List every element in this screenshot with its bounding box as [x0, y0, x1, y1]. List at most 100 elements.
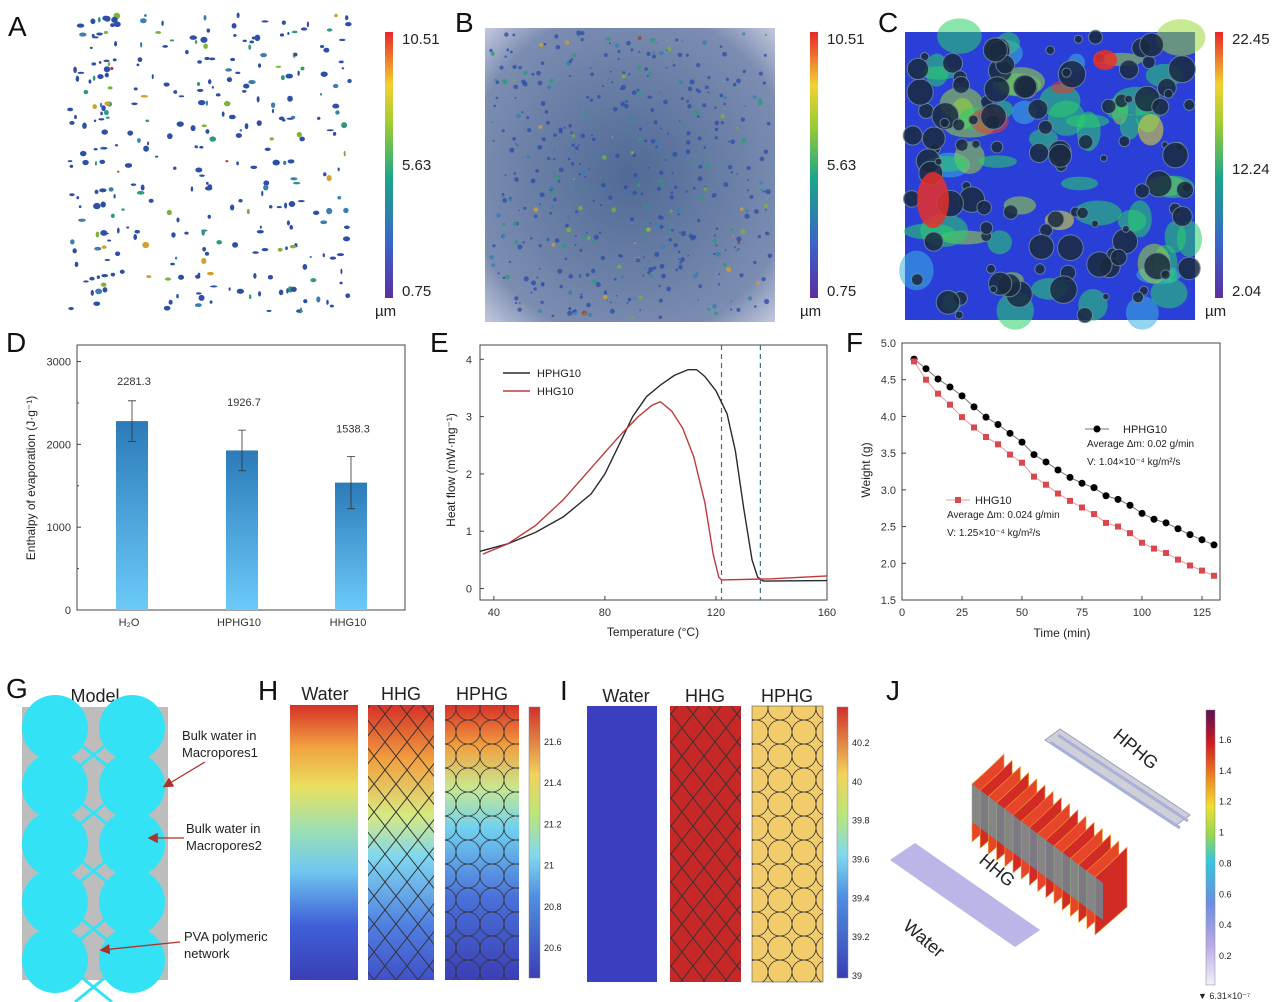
pore	[696, 115, 700, 118]
pore	[539, 192, 545, 198]
pore	[589, 98, 593, 102]
error-bar	[347, 456, 355, 510]
data-point	[1079, 504, 1085, 511]
pore	[194, 40, 198, 44]
pore	[549, 211, 552, 215]
pore	[625, 100, 628, 103]
pore	[648, 273, 653, 277]
pore	[725, 77, 729, 82]
pore	[730, 227, 734, 231]
data-point	[1042, 458, 1050, 466]
x-tick-label: 80	[599, 607, 611, 619]
pore	[707, 76, 711, 80]
pore	[553, 158, 556, 161]
pore	[658, 315, 663, 320]
pore	[714, 120, 720, 126]
colorbar-mid: 12.24	[1232, 161, 1270, 178]
pore	[648, 259, 651, 262]
colorbar-tick: 40	[852, 777, 862, 787]
pore	[650, 138, 656, 144]
data-point	[1127, 530, 1133, 537]
data-point	[934, 375, 942, 383]
pore	[530, 178, 536, 184]
colorbar-tick: 1.4	[1219, 766, 1232, 776]
pore	[620, 275, 625, 279]
pore	[698, 195, 704, 201]
pore	[715, 244, 718, 247]
pore	[730, 300, 733, 303]
pore	[163, 305, 171, 311]
hphg-ridges	[1049, 733, 1189, 830]
pore	[592, 239, 596, 244]
pore	[113, 194, 116, 199]
pore	[623, 97, 626, 101]
pore	[254, 34, 261, 42]
pore	[540, 61, 545, 65]
pore	[670, 191, 674, 194]
pore	[1151, 97, 1170, 116]
pore	[207, 214, 211, 219]
pore	[501, 192, 505, 196]
pore	[573, 311, 577, 315]
pore	[614, 43, 620, 48]
pore	[580, 37, 584, 42]
pore	[1037, 119, 1053, 135]
pore	[584, 175, 587, 178]
pore	[221, 111, 225, 117]
x-tick-label: 125	[1193, 607, 1211, 619]
pore	[345, 293, 351, 299]
panel-label-j: J	[886, 675, 900, 706]
pore	[136, 63, 140, 67]
pore	[546, 238, 550, 241]
pore	[189, 35, 197, 40]
pore	[737, 241, 741, 245]
pore	[678, 258, 680, 261]
y-axis-label: Heat flow (mW·mg⁻¹)	[444, 413, 458, 527]
data-point	[959, 414, 965, 421]
pore	[260, 52, 267, 58]
pore	[538, 125, 543, 129]
pore	[906, 78, 934, 106]
y-tick-label: 4.5	[881, 375, 896, 387]
pore	[76, 196, 80, 200]
pore	[79, 32, 87, 37]
data-point	[1175, 556, 1181, 563]
colorbar-j	[1205, 709, 1216, 986]
panel-label-i: I	[560, 675, 568, 706]
pore	[526, 116, 530, 120]
pore	[677, 52, 683, 58]
pore	[202, 246, 207, 252]
pore	[651, 54, 656, 59]
pore	[174, 256, 178, 260]
pore	[126, 226, 130, 229]
pore	[347, 79, 352, 83]
pore	[902, 125, 923, 146]
hotspot	[1060, 176, 1099, 191]
x-tick-label: HHG10	[330, 617, 367, 629]
pore	[645, 221, 648, 224]
pore	[317, 116, 321, 120]
pore	[77, 71, 85, 74]
pore	[103, 31, 109, 34]
pore	[512, 221, 518, 227]
pore	[246, 208, 250, 215]
pore	[124, 163, 133, 168]
pore	[99, 102, 103, 108]
pore	[97, 74, 104, 80]
pore	[252, 251, 259, 254]
colorbar-h	[528, 706, 541, 979]
pore	[290, 177, 298, 181]
pore	[732, 235, 735, 238]
pore	[136, 190, 145, 195]
pore	[215, 93, 221, 97]
pore	[669, 209, 673, 213]
colorbar-b: 10.51 5.63 0.75 µm	[800, 31, 865, 320]
pore	[194, 303, 202, 308]
pore	[67, 107, 74, 112]
pore	[759, 188, 763, 191]
pore	[609, 70, 612, 73]
bar-chart-d: Enthalpy of evaporation (J·g⁻¹) 0 1000 200…	[24, 344, 406, 629]
pore	[99, 159, 106, 165]
annotation-macropores1-line2: Macropores1	[182, 745, 258, 760]
pore	[89, 46, 93, 49]
